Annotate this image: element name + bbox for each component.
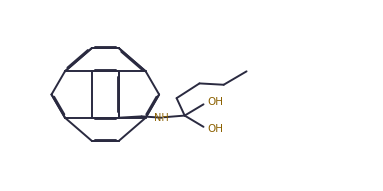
Text: OH: OH	[208, 97, 224, 107]
Text: OH: OH	[208, 124, 224, 134]
Text: NH: NH	[154, 113, 169, 123]
